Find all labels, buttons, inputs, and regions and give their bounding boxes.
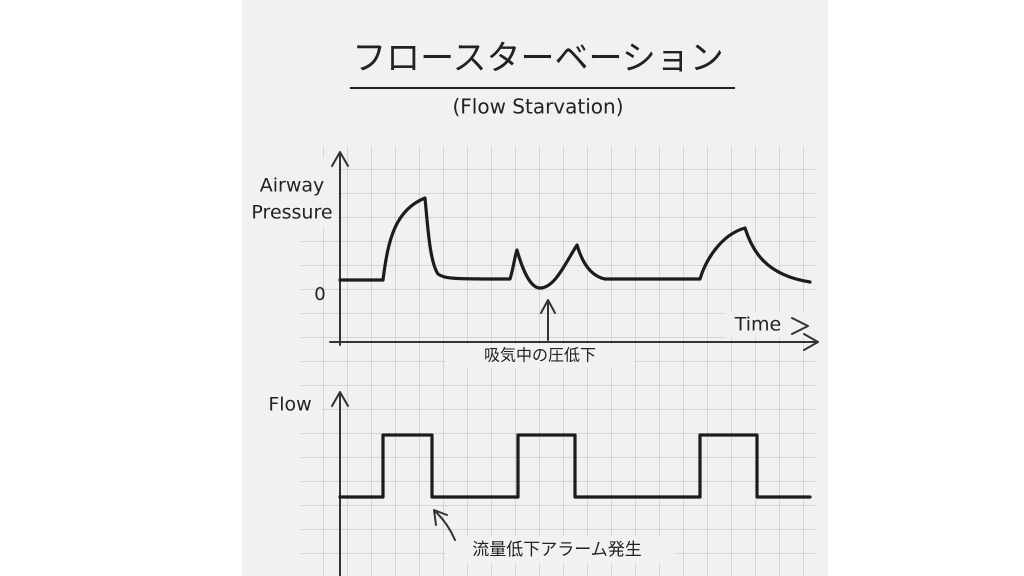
annotation: 流量低下アラーム発生 [472,540,642,560]
subtitle: (Flow Starvation) [452,95,623,119]
y-axis [331,151,349,346]
annotation-arrow [540,299,556,341]
y-axis [331,391,349,576]
y-label: Flow [268,394,311,416]
label-backdrop [250,158,338,228]
x-axis [329,333,819,351]
flow-waveform [338,433,812,499]
label-backdrop [725,312,815,338]
label-backdrop [445,344,635,368]
annotation-arrow [433,509,456,541]
zero-label: 0 [314,284,325,305]
label-backdrop [258,390,322,420]
title: フロースターベーション [352,39,724,79]
x-label: Time [734,314,782,336]
chevron [791,317,809,335]
annotation: 吸気中の圧低下 [484,346,596,365]
label-backdrop [445,536,675,564]
pressure-waveform [338,196,812,290]
y-label: Airway [260,175,325,197]
y-label: Pressure [251,202,332,224]
